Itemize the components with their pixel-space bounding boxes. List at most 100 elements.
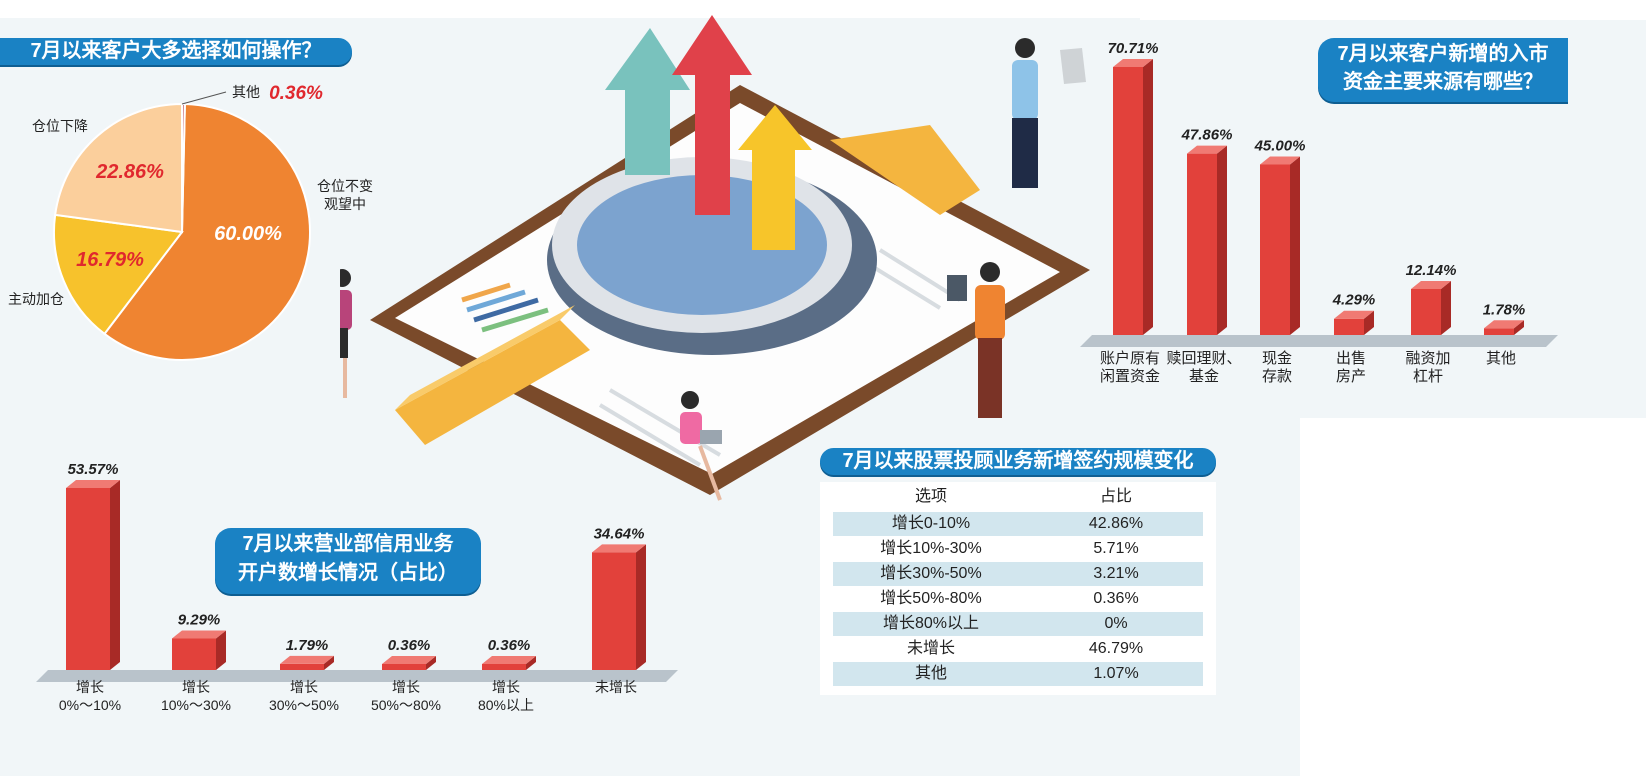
bar	[1187, 153, 1217, 335]
arrow-red	[672, 15, 752, 215]
pie-leader-line	[181, 91, 227, 105]
table-row: 增长10%-30% 5.71%	[833, 537, 1203, 561]
chart-floor	[1080, 335, 1558, 347]
table-cell-share: 5.71%	[1093, 540, 1139, 557]
bar-category-label: 融资加	[1405, 350, 1450, 367]
pie-slice	[103, 103, 311, 361]
bar	[280, 663, 324, 670]
bar-top	[66, 480, 120, 488]
table-header: 选项 占比	[833, 482, 1203, 512]
bar-category-label: 10%～30%	[161, 697, 231, 713]
bar-top	[382, 656, 436, 664]
pie-value-label: 16.79%	[76, 249, 144, 271]
bar-value-label: 12.14%	[1406, 262, 1457, 279]
bar-category-label: 闲置资金	[1100, 368, 1160, 385]
pie-category-label: 仓位下降	[32, 118, 88, 134]
table-cell-option: 增长0-10%	[891, 515, 971, 532]
pie-value-label: 0.36%	[269, 83, 323, 104]
table-cell-option: 其他	[914, 665, 947, 682]
pie-slice	[53, 213, 184, 336]
bar-side	[1290, 156, 1300, 335]
bar-top	[280, 655, 334, 664]
bar-side	[1143, 59, 1153, 335]
table-row: 增长0-10% 42.86%	[833, 512, 1203, 536]
bar-side	[526, 656, 536, 670]
bar-side	[426, 656, 436, 670]
bar-value-label: 47.86%	[1181, 127, 1233, 144]
person-left	[340, 269, 352, 398]
bar-value-label: 1.78%	[1483, 301, 1526, 318]
bar-category-label: 杠杆	[1413, 368, 1443, 385]
bar-top	[1187, 145, 1227, 154]
pie-category-label: 观望中	[324, 196, 366, 212]
table-header-option: 选项	[914, 488, 947, 505]
bar-side	[324, 655, 334, 670]
bar-side	[216, 630, 226, 670]
bar-top	[1260, 156, 1300, 165]
magnifier-illustration	[340, 15, 1090, 501]
bar-top	[1411, 280, 1451, 289]
funds-title-line2: 资金主要来源有哪些？	[1343, 71, 1543, 93]
bar-category-label: 0%～10%	[59, 697, 121, 713]
pie-category-label: 主动加仓	[8, 291, 64, 307]
bar-value-label: 45.00%	[1254, 137, 1306, 154]
magnifier-handle	[395, 320, 590, 445]
bar-value-label: 70.71%	[1108, 40, 1159, 57]
bar	[172, 638, 216, 670]
bar-category-label: 基金	[1189, 368, 1219, 385]
table-cell-share: 1.07%	[1093, 665, 1139, 682]
table-cell-option: 增长80%以上	[882, 615, 980, 632]
table-cell-share: 3.21%	[1093, 565, 1139, 582]
bar	[1411, 288, 1441, 335]
bar-category-label: 出售	[1336, 350, 1366, 367]
table-cell-option: 增长50%-80%	[880, 590, 982, 607]
bar	[66, 488, 110, 670]
table-row: 增长30%-50% 3.21%	[833, 562, 1203, 586]
bar-side	[1514, 320, 1524, 335]
bar-category-label: 50%～80%	[371, 697, 441, 713]
bar-side	[636, 544, 646, 670]
bar-category-label: 账户原有	[1100, 350, 1160, 367]
bar-top	[482, 656, 536, 664]
bar-category-label: 其他	[1486, 350, 1516, 367]
bar-category-label: 现金	[1262, 350, 1292, 367]
pie-value-label: 60.00%	[214, 223, 282, 245]
bar	[1113, 67, 1143, 335]
pie-title: 7月以来客户大多选择如何操作？	[0, 38, 352, 65]
table-cell-option: 增长30%-50%	[880, 565, 982, 582]
table-header-share: 占比	[1099, 488, 1132, 505]
bar-top	[172, 630, 226, 639]
table-row: 增长80%以上 0%	[833, 612, 1203, 636]
table-row: 增长50%-80% 0.36%	[833, 587, 1203, 611]
pie-value-label: 22.86%	[95, 161, 164, 183]
bar-value-label: 1.79%	[286, 637, 329, 654]
funds-title-line1: 7月以来客户新增的入市	[1337, 43, 1549, 65]
bar-category-label: 存款	[1262, 368, 1292, 385]
table-row: 其他 1.07%	[833, 662, 1203, 686]
bar-top	[592, 544, 646, 553]
bar-category-label: 增长	[290, 679, 318, 695]
chart-floor	[36, 670, 678, 682]
table-cell-option: 未增长	[906, 640, 955, 657]
table-cell-share: 46.79%	[1088, 640, 1144, 657]
bar	[1334, 318, 1364, 335]
person-sitting	[680, 391, 722, 501]
bar-category-label: 增长	[492, 679, 520, 695]
person-top-right	[1012, 38, 1086, 188]
table-cell-share: 42.86%	[1088, 515, 1144, 532]
arrow-teal	[605, 28, 690, 175]
signing-table: 选项 占比 增长0-10% 42.86% 增长10%-30% 5.71% 增长30%…	[820, 482, 1216, 695]
funds-title: 7月以来客户新增的入市 资金主要来源有哪些？	[1318, 38, 1568, 102]
bar-category-label: 30%～50%	[269, 697, 339, 713]
bar-value-label: 4.29%	[1332, 292, 1376, 309]
pie-category-label: 其他	[232, 84, 260, 100]
bar-category-label: 增长	[182, 679, 210, 695]
pie-category-label: 仓位不变	[317, 178, 373, 194]
bar-side	[110, 480, 120, 670]
table-cell-option: 增长10%-30%	[880, 540, 982, 557]
clipboard-clip	[830, 125, 980, 215]
mini-chart	[461, 282, 549, 333]
credit-title-line2: 开户数增长情况（占比）	[238, 562, 458, 584]
